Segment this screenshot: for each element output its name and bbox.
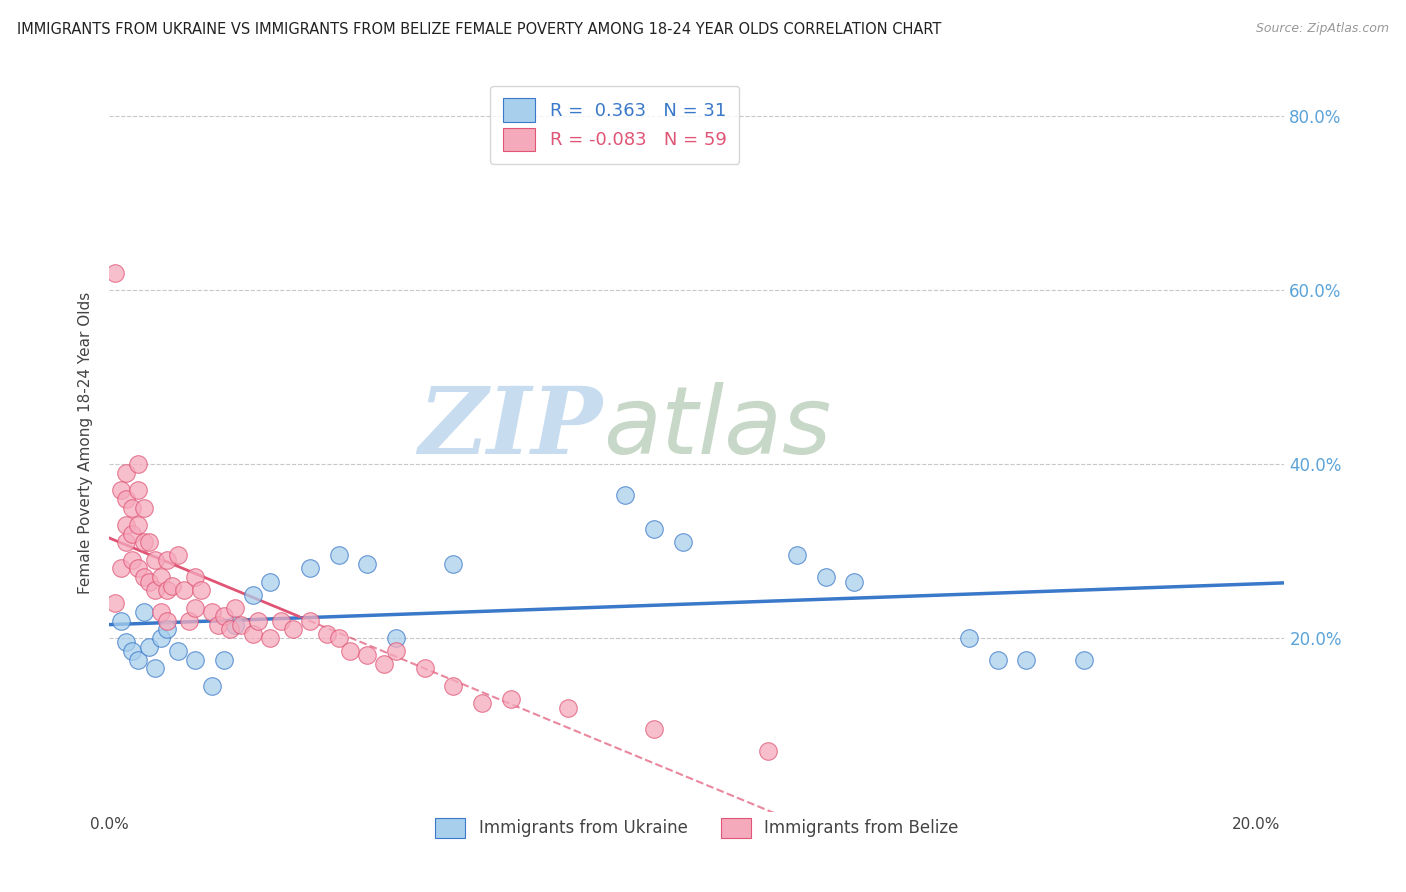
Point — [224, 600, 246, 615]
Point — [184, 570, 207, 584]
Point — [143, 583, 166, 598]
Point — [155, 583, 177, 598]
Point — [115, 491, 138, 506]
Point — [138, 535, 160, 549]
Point — [104, 596, 127, 610]
Point — [298, 561, 321, 575]
Point — [149, 570, 172, 584]
Point — [328, 549, 350, 563]
Point — [671, 535, 693, 549]
Point — [758, 744, 780, 758]
Point — [212, 653, 235, 667]
Point — [356, 557, 378, 571]
Point — [167, 644, 190, 658]
Point — [218, 623, 240, 637]
Point — [162, 579, 184, 593]
Point — [132, 605, 155, 619]
Point — [385, 631, 408, 645]
Point — [110, 561, 132, 575]
Point — [316, 626, 339, 640]
Point — [184, 653, 207, 667]
Text: Source: ZipAtlas.com: Source: ZipAtlas.com — [1256, 22, 1389, 36]
Point — [149, 631, 172, 645]
Point — [127, 561, 149, 575]
Point — [143, 553, 166, 567]
Point — [259, 631, 281, 645]
Point — [115, 518, 138, 533]
Point — [121, 500, 143, 515]
Point — [155, 614, 177, 628]
Point — [121, 553, 143, 567]
Point — [201, 679, 224, 693]
Point — [373, 657, 395, 672]
Point — [127, 483, 149, 498]
Point — [814, 570, 837, 584]
Point — [957, 631, 980, 645]
Point — [643, 723, 665, 737]
Point — [201, 605, 224, 619]
Point — [441, 679, 464, 693]
Point — [1073, 653, 1095, 667]
Point — [155, 623, 177, 637]
Point — [132, 535, 155, 549]
Point — [179, 614, 201, 628]
Point — [557, 700, 579, 714]
Point — [356, 648, 378, 663]
Point — [786, 549, 808, 563]
Point — [328, 631, 350, 645]
Point — [224, 618, 246, 632]
Point — [173, 583, 195, 598]
Point — [242, 626, 264, 640]
Point — [127, 653, 149, 667]
Point — [184, 600, 207, 615]
Point — [385, 644, 408, 658]
Point — [281, 623, 304, 637]
Point — [138, 640, 160, 654]
Text: ZIP: ZIP — [419, 383, 603, 473]
Point — [115, 635, 138, 649]
Y-axis label: Female Poverty Among 18-24 Year Olds: Female Poverty Among 18-24 Year Olds — [79, 292, 93, 593]
Point — [132, 500, 155, 515]
Legend: Immigrants from Ukraine, Immigrants from Belize: Immigrants from Ukraine, Immigrants from… — [429, 812, 965, 844]
Point — [207, 618, 229, 632]
Point — [499, 691, 522, 706]
Point — [155, 553, 177, 567]
Point — [127, 518, 149, 533]
Point — [298, 614, 321, 628]
Point — [121, 526, 143, 541]
Point — [115, 535, 138, 549]
Text: atlas: atlas — [603, 382, 831, 473]
Point — [339, 644, 361, 658]
Point — [259, 574, 281, 589]
Point — [190, 583, 212, 598]
Point — [441, 557, 464, 571]
Point — [212, 609, 235, 624]
Point — [104, 266, 127, 280]
Point — [132, 570, 155, 584]
Point — [110, 483, 132, 498]
Point — [110, 614, 132, 628]
Point — [138, 574, 160, 589]
Point — [270, 614, 292, 628]
Point — [614, 487, 637, 501]
Point — [844, 574, 866, 589]
Text: IMMIGRANTS FROM UKRAINE VS IMMIGRANTS FROM BELIZE FEMALE POVERTY AMONG 18-24 YEA: IMMIGRANTS FROM UKRAINE VS IMMIGRANTS FR… — [17, 22, 941, 37]
Point — [127, 457, 149, 471]
Point — [167, 549, 190, 563]
Point — [229, 618, 252, 632]
Point — [247, 614, 270, 628]
Point — [643, 522, 665, 536]
Point — [121, 644, 143, 658]
Point — [115, 466, 138, 480]
Point — [471, 696, 494, 710]
Point — [149, 605, 172, 619]
Point — [242, 588, 264, 602]
Point — [1015, 653, 1038, 667]
Point — [987, 653, 1010, 667]
Point — [143, 661, 166, 675]
Point — [413, 661, 436, 675]
